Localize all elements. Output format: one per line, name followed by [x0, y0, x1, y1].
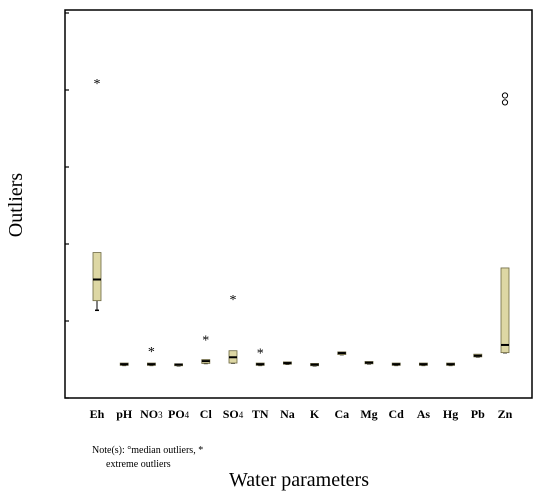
x-axis-tick-labels: Eh pH NO3 PO4 Cl SO4 TN Na K Ca Mg Cd As Hg Pb Zn: [90, 407, 513, 421]
x-tick-label: Na: [280, 407, 295, 421]
box-body: [93, 253, 101, 301]
chart-note-line-2: extreme outliers: [92, 458, 203, 472]
box-pb: [474, 354, 482, 357]
x-tick-label: Hg: [443, 407, 458, 421]
box-tn: [256, 363, 264, 365]
extreme-outlier-marker: *: [202, 333, 209, 348]
box-plots: [93, 253, 509, 366]
x-tick-label: Zn: [498, 407, 513, 421]
box-cl: [202, 360, 210, 364]
box-no: [147, 363, 155, 365]
chart-note-line-1: Note(s): °median outliers, *: [92, 444, 203, 458]
x-tick-label: NO3: [140, 407, 163, 421]
box-so: [229, 351, 237, 363]
x-tick-label: K: [310, 407, 320, 421]
extreme-outlier-marker: *: [94, 77, 101, 92]
box-body: [501, 268, 509, 353]
y-axis-title: Outliers: [5, 173, 27, 238]
extreme-outlier-marker: *: [257, 347, 264, 362]
box-ca: [338, 352, 346, 355]
outlier-markers: * * * * *: [94, 77, 508, 362]
box-zn: [501, 268, 509, 353]
x-tick-label: PO4: [168, 407, 190, 421]
x-tick-label: Eh: [90, 407, 105, 421]
x-tick-label: Cl: [200, 407, 213, 421]
box-mg: [365, 362, 373, 364]
x-axis-title: Water parameters: [229, 469, 369, 491]
x-tick-label: As: [417, 407, 431, 421]
x-tick-label: Ca: [334, 407, 349, 421]
plot-border: [65, 10, 532, 398]
x-tick-label: Mg: [360, 407, 377, 421]
extreme-outlier-marker: *: [148, 345, 155, 360]
chart-note: Note(s): °median outliers, * extreme out…: [92, 444, 203, 472]
x-tick-label: TN: [252, 407, 269, 421]
x-tick-label: Pb: [471, 407, 485, 421]
x-tick-label: SO4: [223, 407, 244, 421]
plot-frame: [65, 10, 532, 398]
box-hg: [447, 363, 455, 365]
x-tick-label: pH: [116, 407, 133, 421]
box-na: [283, 362, 291, 364]
box-as: [419, 363, 427, 365]
box-ph: [120, 363, 128, 365]
extreme-outlier-marker: *: [230, 293, 237, 308]
box-po: [175, 364, 183, 366]
box-cd: [392, 363, 400, 365]
median-outlier-marker: [502, 100, 507, 105]
x-tick-label: Cd: [389, 407, 405, 421]
box-eh: [93, 253, 101, 311]
median-outlier-marker: [502, 93, 507, 98]
box-k: [311, 363, 319, 365]
